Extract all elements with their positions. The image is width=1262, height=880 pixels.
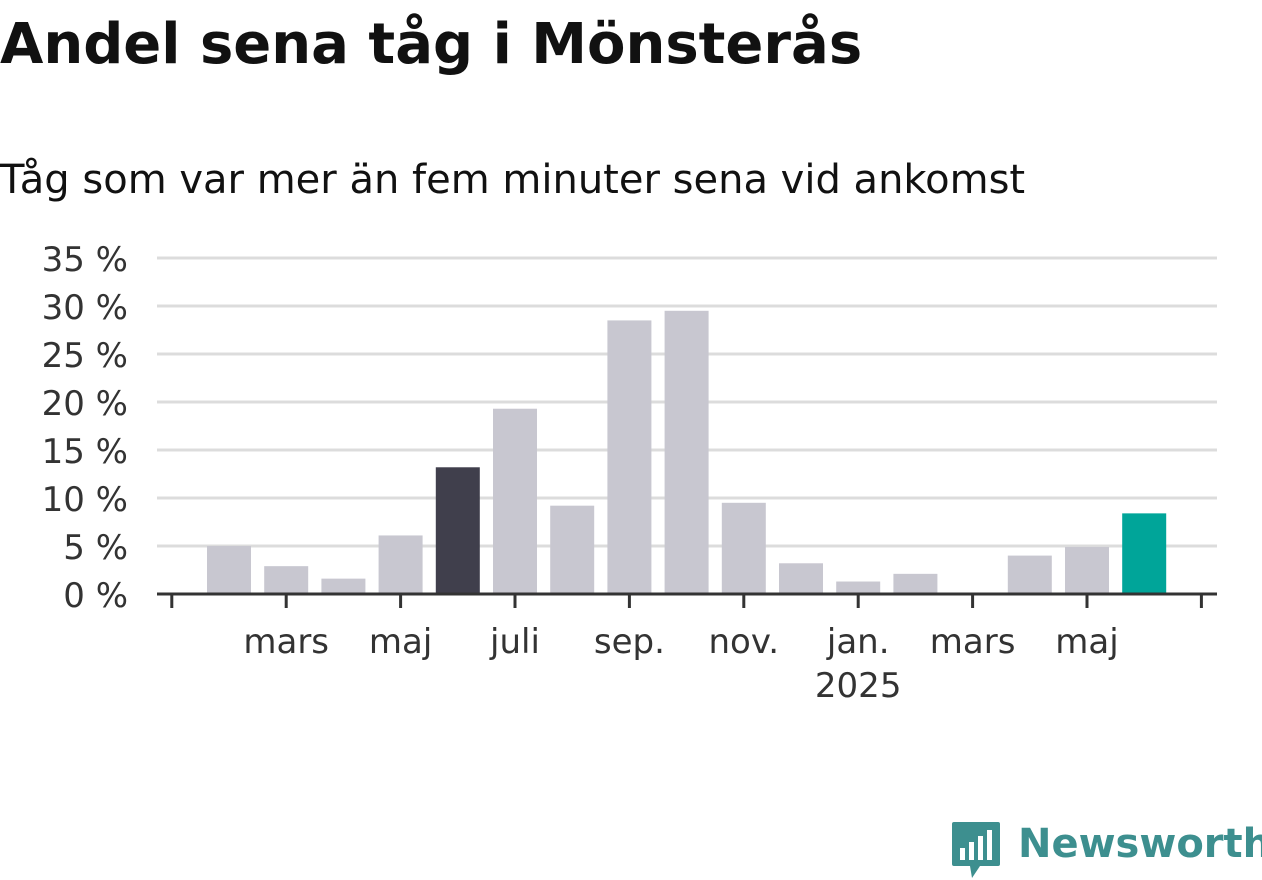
bar-chart-speech-bubble-icon	[952, 822, 1000, 878]
bar-2024-07	[493, 408, 537, 594]
x-tick-label: mars	[243, 622, 329, 662]
newsworthy-logo: Newsworthy	[950, 818, 1262, 878]
y-tick-label: 30 %	[42, 288, 128, 328]
bar-2024-10	[664, 310, 709, 594]
y-tick-label: 0 %	[63, 576, 128, 616]
bar-2024-04	[321, 578, 366, 594]
x-tick-label: jan.	[826, 622, 890, 662]
bars	[207, 310, 1167, 594]
y-tick-label: 5 %	[63, 528, 128, 568]
x-axis	[157, 592, 1217, 608]
bar-2024-09	[607, 320, 652, 594]
bar-2024-12	[779, 563, 823, 594]
x-tick-label: mars	[930, 622, 1016, 662]
bar-2025-05	[1065, 546, 1109, 594]
y-tick-label: 20 %	[42, 384, 128, 424]
bar-2024-05	[378, 535, 423, 594]
x-tick-sublabel: 2025	[815, 666, 902, 706]
bar-2025-04	[1007, 555, 1052, 594]
bar-2025-06	[1122, 513, 1167, 594]
y-tick-label: 35 %	[42, 240, 128, 280]
bar-2025-01	[836, 581, 881, 594]
y-tick-label: 10 %	[42, 480, 128, 520]
chart-title: Andel sena tåg i Mönsterås	[0, 12, 863, 77]
x-tick-label: nov.	[708, 622, 779, 662]
x-tick-label: sep.	[594, 622, 665, 662]
y-axis-tick-labels: 0 % 5 % 10 % 15 % 20 % 25 % 30 % 35 %	[42, 240, 128, 616]
x-tick-label: juli	[489, 622, 540, 662]
bar-2024-02	[207, 546, 251, 594]
bar-2024-08	[550, 505, 595, 594]
y-tick-label: 15 %	[42, 432, 128, 472]
x-tick-label: maj	[1055, 622, 1118, 662]
y-tick-label: 25 %	[42, 336, 128, 376]
chart-subtitle: Tåg som var mer än fem minuter sena vid …	[0, 157, 1026, 203]
x-tick-label: maj	[369, 622, 432, 662]
bar-2025-02	[893, 573, 938, 594]
brand-name: Newsworthy	[1018, 821, 1262, 867]
bar-2024-11	[721, 502, 766, 594]
bar-2024-06	[435, 467, 480, 594]
bar-2024-03	[264, 566, 309, 594]
